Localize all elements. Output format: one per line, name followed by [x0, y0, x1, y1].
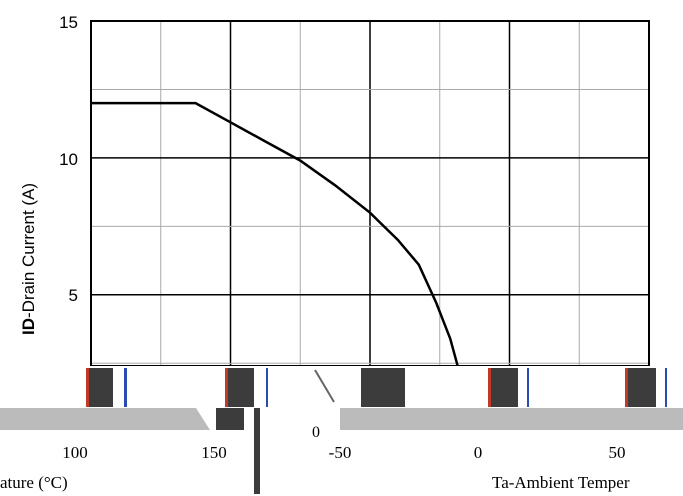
plot-area: 15 10 5 ID-Drain Current (A) [19, 13, 650, 378]
y-tick-label: 5 [69, 286, 78, 305]
artifact-edge [124, 368, 127, 407]
artifact-block [628, 368, 656, 407]
fragment-tick-label: -50 [329, 443, 352, 462]
fragment-tick-label: 50 [609, 443, 626, 462]
artifact-edge [225, 368, 228, 407]
artifact-edge [665, 368, 667, 407]
artifact-block [88, 368, 113, 407]
artifact-edge [86, 368, 89, 407]
artifact-edge [527, 368, 529, 407]
artifact-edge [625, 368, 628, 407]
artifact-edge [266, 368, 268, 407]
fragment-tick-label: 150 [201, 443, 227, 462]
artifact-block [361, 368, 405, 407]
y-axis-label-bold: ID [19, 318, 38, 335]
fragment-tick-label: 100 [62, 443, 88, 462]
artifact-band [0, 366, 683, 408]
artifact-block [228, 368, 254, 407]
artifact-edge [488, 368, 491, 407]
grid-lines [91, 21, 649, 366]
y-tick-label: 15 [59, 13, 78, 32]
artifact-strip: 100 150 ature (°C) 0 -50 0 50 Ta-Ambient… [0, 366, 683, 494]
artifact-bar [254, 408, 260, 494]
y-tick-labels: 15 10 5 [59, 13, 78, 305]
artifact-slash [314, 369, 335, 403]
drain-current-curve [91, 101, 462, 378]
y-tick-label: 10 [59, 150, 78, 169]
fragment-axis-label-left: ature (°C) [0, 473, 68, 492]
y-axis-label-rest: -Drain Current (A) [19, 183, 38, 318]
fragment-tick-label: 0 [312, 424, 320, 441]
gray-band-left [0, 408, 210, 430]
fragment-axis-label-right: Ta-Ambient Temper [492, 473, 630, 492]
artifact-block [491, 368, 518, 407]
gray-band-right [340, 408, 683, 430]
fragment-tick-label: 0 [474, 443, 483, 462]
artifact-block [216, 408, 244, 430]
y-axis-label: ID-Drain Current (A) [19, 183, 38, 335]
